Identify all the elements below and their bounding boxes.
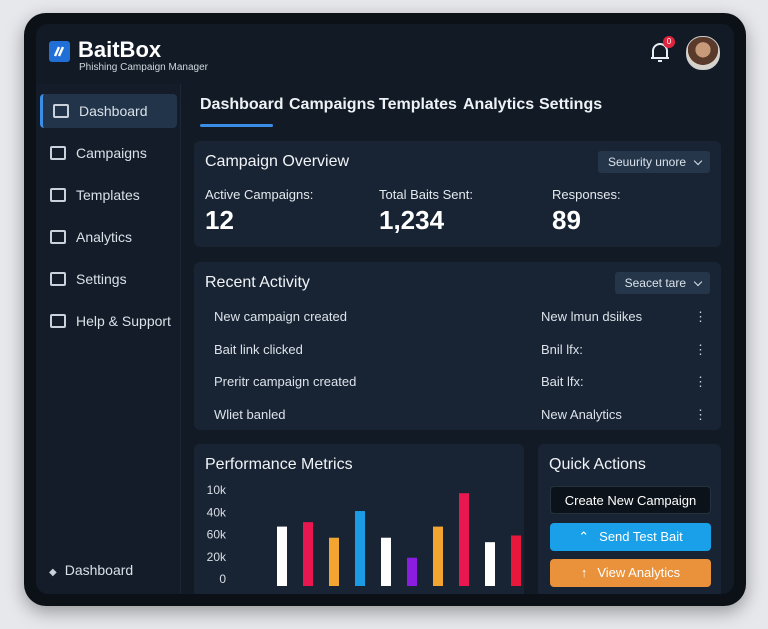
bar <box>407 557 417 586</box>
activity-cell: Bait link clicked <box>214 341 303 357</box>
sidebar-label: Help & Support <box>76 313 171 329</box>
screen: BaitBox Phishing Campaign Manager 0 Dash… <box>36 24 734 594</box>
stat-value: 89 <box>552 205 581 235</box>
footer-label: Dashboard <box>64 562 134 578</box>
brand-subtitle: Phishing Campaign Manager <box>79 62 208 73</box>
y-tick-label: 0 <box>219 572 226 586</box>
button-icon: ↑ <box>580 565 588 580</box>
bar-chart: 10k 40k 60k 20k 0 <box>207 483 521 586</box>
y-tick-label: 20k <box>207 550 227 564</box>
stat-value: 12 <box>205 205 234 235</box>
bar <box>355 511 365 586</box>
tab[interactable]: Settings <box>539 96 603 113</box>
sidebar-footer[interactable]: ◆ Dashboard <box>49 562 133 578</box>
activity-cell: Bait lfx: <box>541 374 584 389</box>
button-icon: ⌃ <box>578 528 590 544</box>
action-button[interactable]: ⌃ Send Test Bait <box>550 522 711 551</box>
avatar[interactable] <box>686 36 720 70</box>
sidebar-icon <box>50 272 66 286</box>
activity-cell: New campaign created <box>214 309 347 324</box>
stat-label: Active Campaigns: <box>205 187 314 202</box>
tab[interactable]: Dashboard <box>200 96 284 113</box>
activity-cell: Bnil lfx: <box>541 341 583 357</box>
row-menu[interactable]: ⋮ <box>694 309 707 324</box>
sidebar-item[interactable]: Help & Support <box>40 304 174 338</box>
performance-card: Performance Metrics 10k 40k 60k 20k 0 <box>194 444 524 594</box>
sidebar-item[interactable]: Analytics <box>40 220 174 254</box>
sidebar: Dashboard Campaigns Templates Analytics Sett… <box>36 84 181 594</box>
logo <box>49 41 70 62</box>
action-button[interactable]: Create New Campaign <box>550 486 711 514</box>
sidebar-label: Campaigns <box>76 145 147 161</box>
tab[interactable]: Analytics <box>463 96 535 113</box>
sidebar-icon <box>50 230 66 244</box>
sidebar-label: Analytics <box>76 229 133 245</box>
sidebar-item[interactable]: Dashboard <box>40 94 177 128</box>
tab[interactable]: Campaigns <box>289 96 376 113</box>
sidebar-item[interactable]: Campaigns <box>40 136 174 170</box>
recent-activity-card: Recent Activity Seacet tare New campaign… <box>194 262 721 430</box>
stat-label: Responses: <box>552 187 621 202</box>
row-menu[interactable]: ⋮ <box>694 406 707 422</box>
sidebar-item[interactable]: Templates <box>40 178 174 212</box>
bar <box>381 537 391 586</box>
row-menu[interactable]: ⋮ <box>694 374 707 389</box>
logo-icon <box>53 46 65 57</box>
notification-bell[interactable] <box>648 38 674 66</box>
stat-value: 1,234 <box>379 205 445 235</box>
bar <box>433 526 443 586</box>
notification-badge: 0 <box>663 36 675 48</box>
sidebar-icon <box>50 188 66 202</box>
activity-cell: Preritr campaign created <box>214 374 357 389</box>
activity-cell: New Analytics <box>541 406 622 422</box>
sidebar-label: Templates <box>76 187 140 203</box>
dropdown[interactable]: Seacet tare <box>614 272 710 294</box>
bar <box>485 542 495 586</box>
button-label: Create New Campaign <box>564 493 697 508</box>
active-tab-underline <box>200 124 273 127</box>
sidebar-label: Dashboard <box>79 103 148 119</box>
dropdown[interactable]: Seuurity unore <box>597 151 710 173</box>
sidebar-item[interactable]: Settings <box>40 262 174 296</box>
activity-cell: New lmun dsiikes <box>541 309 643 324</box>
card-title: Performance Metrics <box>205 456 353 473</box>
action-button[interactable]: ↑ View Analytics <box>550 559 711 587</box>
bar <box>511 535 521 586</box>
quick-actions-card: Quick Actions Create New Campaign ⌃ Send T… <box>538 444 721 594</box>
y-tick-label: 40k <box>207 505 227 519</box>
bar <box>303 522 313 586</box>
button-label: Send Test Bait <box>599 528 683 544</box>
bar <box>329 537 339 586</box>
sidebar-label: Settings <box>76 271 127 287</box>
brand: BaitBox <box>78 37 162 62</box>
tab[interactable]: Templates <box>379 96 457 113</box>
sidebar-icon <box>50 314 66 328</box>
stat-label: Total Baits Sent: <box>379 187 473 202</box>
sidebar-icon <box>50 146 66 160</box>
activity-cell: Wliet banled <box>214 406 286 422</box>
sidebar-icon <box>53 104 69 118</box>
card-title: Recent Activity <box>205 274 310 291</box>
row-menu[interactable]: ⋮ <box>694 341 707 357</box>
footer-icon: ◆ <box>49 567 57 578</box>
y-tick-label: 60k <box>207 528 227 542</box>
card-title: Campaign Overview <box>205 153 350 170</box>
bar <box>459 493 469 586</box>
bar <box>277 526 287 586</box>
y-tick-label: 10k <box>207 483 227 497</box>
button-label: View Analytics <box>597 565 681 580</box>
card-title: Quick Actions <box>549 456 646 473</box>
campaign-overview-card: Campaign Overview Seuurity unore Active … <box>194 141 721 247</box>
